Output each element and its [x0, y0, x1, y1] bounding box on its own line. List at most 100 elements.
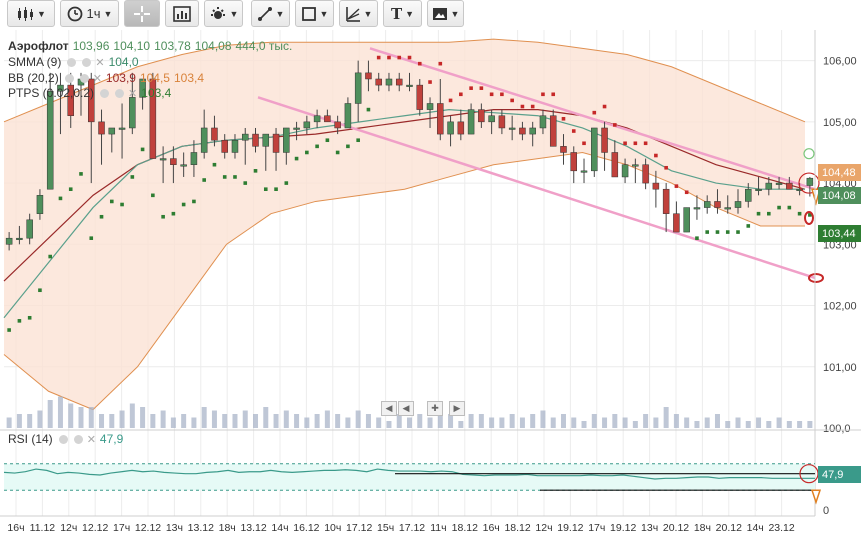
sar-dot: [448, 98, 453, 103]
visibility-icon[interactable]: [58, 434, 68, 444]
candle-body: [129, 97, 136, 129]
sar-dot: [695, 236, 699, 240]
gear-icon[interactable]: [73, 434, 83, 444]
gear-icon[interactable]: [82, 57, 92, 67]
text-tool-button[interactable]: T ▼: [383, 0, 422, 27]
toolbar: ▼ 1ч ▼ ▼ ▼ ▼ ▼ T ▼ ▼: [0, 0, 861, 30]
sar-dot: [263, 187, 268, 191]
volume-bar: [273, 414, 279, 428]
price-tick-label: 100,0: [823, 423, 851, 435]
time-tick-label: 17ч: [588, 522, 605, 534]
candle-body: [457, 121, 465, 135]
sar-dot: [253, 169, 258, 173]
volume-bar: [99, 414, 105, 428]
volume-bar: [468, 414, 474, 428]
chart-view-button[interactable]: [165, 0, 199, 27]
scroll-right-button[interactable]: ▶: [449, 401, 465, 416]
candle-body: [252, 133, 259, 147]
sar-dot: [7, 328, 11, 332]
candle-body: [467, 109, 475, 135]
chart-type-button[interactable]: ▼: [7, 0, 55, 27]
sar-dot: [315, 144, 319, 149]
candle-body: [488, 115, 495, 123]
close-icon[interactable]: ✕: [95, 56, 105, 69]
candle-body: [200, 127, 208, 153]
fibonacci-tool-button[interactable]: ▼: [339, 0, 378, 27]
sar-dot: [120, 202, 124, 207]
sar-dot: [243, 181, 248, 185]
visibility-icon[interactable]: [64, 73, 74, 83]
smma-value: 104,0: [108, 55, 139, 69]
volume-bar: [766, 421, 772, 428]
close-icon[interactable]: ✕: [86, 433, 96, 446]
sar-dot: [520, 104, 525, 109]
candle-body: [570, 152, 578, 172]
close-icon[interactable]: ✕: [92, 72, 102, 85]
volume-bar: [253, 414, 259, 428]
volume-bar: [591, 414, 597, 428]
candle-body: [416, 84, 424, 110]
scroll-reset-button[interactable]: ✚: [427, 401, 443, 416]
sar-dot: [592, 110, 597, 115]
interval-button[interactable]: 1ч ▼: [60, 0, 119, 27]
candle-body: [108, 127, 116, 135]
time-tick-label: 12.12: [135, 522, 161, 534]
sar-dot: [767, 211, 771, 216]
time-tick-label: 17ч: [113, 522, 130, 534]
candle-body: [88, 78, 95, 123]
volume-bar: [797, 421, 803, 428]
shape-tool-button[interactable]: ▼: [295, 0, 334, 27]
time-tick-label: 11ч: [430, 522, 446, 534]
sar-price-tag: 103,44: [818, 225, 861, 242]
line-tool-button[interactable]: ▼: [251, 0, 290, 27]
volume-bar: [786, 421, 792, 428]
instrument-close: 104,08: [194, 39, 232, 53]
gear-icon[interactable]: [79, 73, 89, 83]
sar-dot: [58, 196, 63, 201]
clock-icon: [67, 6, 82, 21]
time-tick-label: 16ч: [483, 522, 500, 534]
volume-bar: [622, 417, 628, 428]
sar-dot: [274, 187, 278, 191]
ptps-legend: PTPS (0.02,0.2) ✕ 103,4: [8, 86, 171, 100]
candle-body: [693, 207, 701, 210]
candle-body: [283, 127, 290, 153]
time-tick-label: 18ч: [219, 522, 236, 534]
volume-bar: [211, 410, 217, 428]
volume-bar: [509, 414, 515, 428]
volume-bar: [78, 407, 84, 428]
volume-bar: [263, 407, 269, 428]
candle-body: [149, 78, 157, 159]
scroll-left-end-button[interactable]: ◀: [381, 401, 397, 416]
scroll-left-button[interactable]: ◀: [398, 401, 414, 416]
candle-body: [519, 127, 526, 135]
candle-body: [539, 115, 547, 129]
rsi-tick-label: 0: [823, 505, 829, 517]
gear-icon[interactable]: [115, 88, 125, 98]
candle-body: [36, 195, 44, 214]
candle-body: [724, 207, 731, 210]
price-tick-label: 101,00: [823, 362, 857, 374]
image-tool-button[interactable]: ▼: [427, 0, 464, 27]
candle-body: [57, 84, 64, 92]
candle-body: [313, 115, 321, 123]
volume-bar: [335, 414, 341, 428]
interval-label: 1ч: [86, 6, 101, 21]
volume-bar: [448, 414, 454, 428]
candle-body: [765, 182, 773, 190]
close-icon[interactable]: ✕: [128, 87, 138, 100]
time-tick-label: 18.12: [504, 522, 530, 534]
line-tool-icon: [257, 6, 272, 21]
sar-dot: [479, 86, 484, 90]
indicators-button[interactable]: ▼: [204, 0, 243, 27]
visibility-icon[interactable]: [67, 57, 77, 67]
candle-body: [478, 109, 485, 123]
visibility-icon[interactable]: [100, 88, 110, 98]
time-tick-label: 18.12: [452, 522, 478, 534]
volume-bar: [756, 417, 762, 428]
candle-body: [683, 207, 690, 233]
trendline-end-marker: [808, 272, 824, 283]
volume-bar: [191, 417, 197, 428]
crosshair-button[interactable]: [124, 0, 160, 27]
